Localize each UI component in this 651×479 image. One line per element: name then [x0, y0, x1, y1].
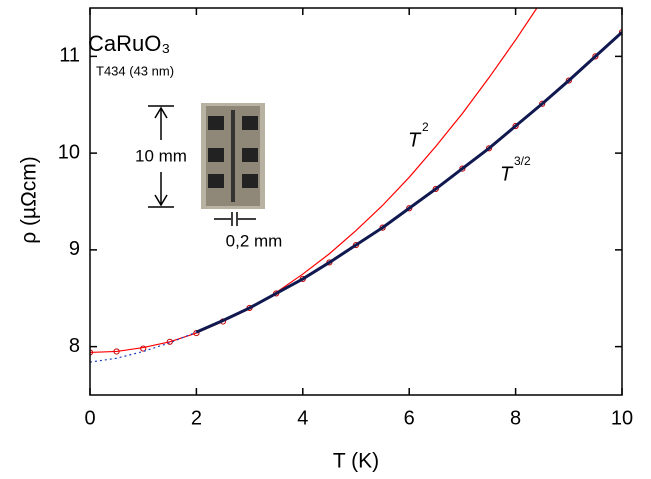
- scale-label: 10 mm: [135, 146, 187, 165]
- pad: [242, 116, 258, 130]
- arrow-heads: [154, 106, 168, 207]
- pad: [242, 148, 258, 162]
- y-tick-label: 10: [58, 141, 80, 163]
- data-point: [512, 122, 519, 130]
- fit-curve: [90, 331, 197, 363]
- x-tick-label: 10: [611, 407, 633, 429]
- data-point: [618, 29, 622, 36]
- data-point: [432, 185, 439, 193]
- x-tick-label: 0: [84, 407, 95, 429]
- curve-label: T: [500, 163, 514, 185]
- y-axis-label: ρ (µΩcm): [18, 156, 41, 244]
- pad: [242, 174, 258, 188]
- data-point: [592, 53, 599, 60]
- curve-label: T: [408, 129, 422, 151]
- data-point: [539, 100, 546, 107]
- curve-label-sup: 2: [422, 120, 429, 134]
- x-tick-label: 2: [191, 407, 202, 429]
- pad: [208, 174, 224, 188]
- plot-frame: [89, 7, 623, 396]
- x-tick-label: 4: [297, 407, 308, 429]
- fit-curve: [90, 8, 538, 354]
- data-point: [459, 165, 466, 172]
- curve-label-sup: 3/2: [514, 154, 531, 168]
- x-tick-label: 6: [404, 407, 415, 429]
- y-tick-label: 11: [59, 45, 80, 67]
- data-point: [485, 145, 493, 152]
- x-axis-label: T (K): [333, 450, 379, 473]
- pad: [208, 148, 224, 162]
- y-tick-label: 9: [69, 238, 80, 260]
- scale-bars: [148, 105, 256, 226]
- inset-photo: [201, 103, 265, 209]
- pad: [208, 116, 224, 130]
- data-point: [406, 205, 413, 212]
- y-tick-label: 8: [69, 335, 80, 357]
- chart-subtitle: T434 (43 nm): [96, 63, 174, 78]
- x-tick-label: 8: [510, 407, 521, 429]
- fit-curve: [195, 31, 622, 334]
- data-point: [565, 77, 572, 84]
- scale-label: 0,2 mm: [226, 231, 283, 250]
- chart-title: CaRuO₃: [88, 31, 170, 56]
- bar: [231, 110, 235, 202]
